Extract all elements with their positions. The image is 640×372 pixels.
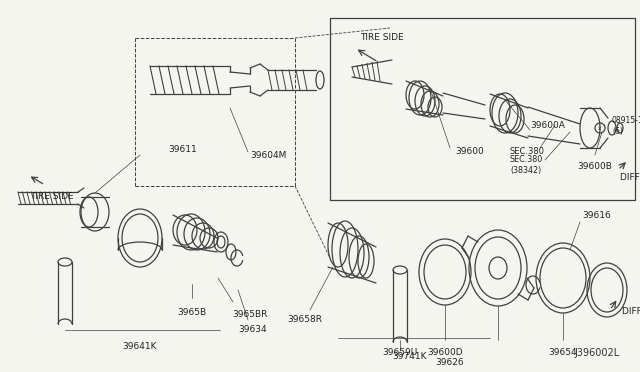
Text: 08915-1401A
(6): 08915-1401A (6): [612, 116, 640, 136]
Text: 39741K: 39741K: [393, 352, 428, 361]
Text: SEC.380
(38342): SEC.380 (38342): [510, 155, 543, 175]
Text: x: x: [597, 125, 600, 131]
Text: 39600A: 39600A: [530, 121, 565, 129]
Text: 39641K: 39641K: [123, 342, 157, 351]
Text: TIRE SIDE: TIRE SIDE: [360, 33, 404, 42]
Text: 39658R: 39658R: [287, 315, 323, 324]
Text: J396002L: J396002L: [575, 348, 620, 358]
Text: SEC.380: SEC.380: [510, 148, 545, 157]
Text: 39634: 39634: [238, 325, 267, 334]
Text: 39600B: 39600B: [577, 162, 612, 171]
Text: TIRE SIDE: TIRE SIDE: [30, 192, 74, 201]
Text: DIFF SIDE: DIFF SIDE: [620, 173, 640, 182]
Text: 39600D: 39600D: [427, 348, 463, 357]
Text: 39600: 39600: [455, 148, 484, 157]
Text: DIFF SIDE: DIFF SIDE: [622, 308, 640, 317]
Text: 3965B: 3965B: [177, 308, 207, 317]
Text: 39611: 39611: [168, 145, 196, 154]
Text: 3965BR: 3965BR: [232, 310, 268, 319]
Text: 39659U: 39659U: [382, 348, 418, 357]
Text: 39616: 39616: [582, 211, 611, 219]
Text: 39604M: 39604M: [250, 151, 286, 160]
Text: 39626: 39626: [436, 358, 464, 367]
Text: 39654: 39654: [548, 348, 577, 357]
